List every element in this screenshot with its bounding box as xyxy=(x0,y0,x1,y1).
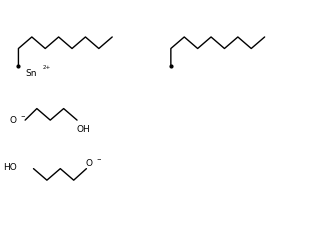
Text: O: O xyxy=(9,116,16,125)
Text: O: O xyxy=(85,159,92,168)
Text: HO: HO xyxy=(3,163,17,172)
Text: −: − xyxy=(96,156,101,161)
Text: 2+: 2+ xyxy=(43,65,51,70)
Text: −: − xyxy=(20,113,25,119)
Text: Sn: Sn xyxy=(25,69,37,78)
Text: OH: OH xyxy=(76,125,90,134)
